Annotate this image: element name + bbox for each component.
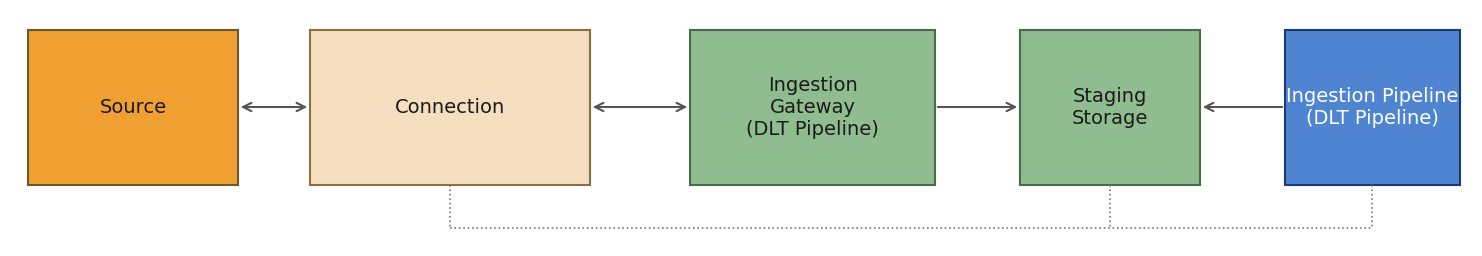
FancyBboxPatch shape: [691, 30, 935, 185]
FancyBboxPatch shape: [1020, 30, 1200, 185]
FancyBboxPatch shape: [28, 30, 239, 185]
FancyBboxPatch shape: [1285, 30, 1460, 185]
Text: Staging
Storage: Staging Storage: [1071, 87, 1149, 128]
Text: Ingestion Pipeline
(DLT Pipeline): Ingestion Pipeline (DLT Pipeline): [1286, 87, 1458, 128]
Text: Source: Source: [99, 98, 166, 117]
FancyBboxPatch shape: [310, 30, 590, 185]
Text: Connection: Connection: [394, 98, 505, 117]
Text: Ingestion
Gateway
(DLT Pipeline): Ingestion Gateway (DLT Pipeline): [745, 76, 879, 139]
